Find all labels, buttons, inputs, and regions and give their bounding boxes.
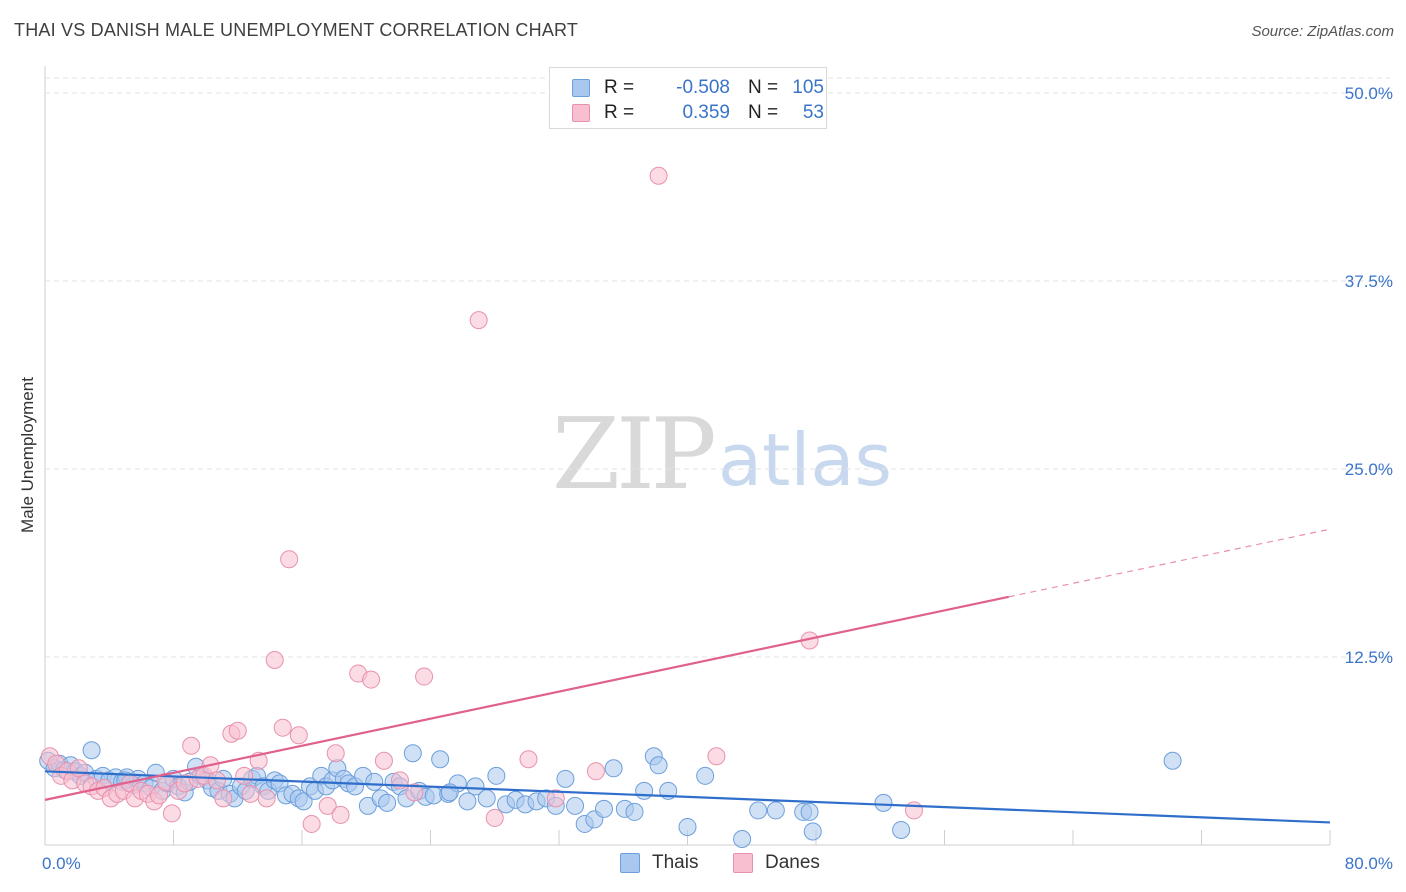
point-danes: [265, 651, 284, 670]
point-danes: [214, 789, 233, 808]
legend-r-value: 0.359: [682, 102, 730, 123]
point-thais: [594, 799, 613, 818]
source-label: Source: ZipAtlas.com: [1251, 23, 1394, 40]
point-thais: [365, 772, 384, 791]
legend-swatch-danes: [572, 104, 590, 122]
point-thais: [487, 766, 506, 785]
y-tick-label: 25.0%: [1345, 460, 1393, 479]
point-thais: [566, 796, 585, 815]
trendline-danes: [44, 595, 1009, 801]
point-thais: [625, 802, 644, 821]
point-thais: [696, 766, 715, 785]
point-danes: [485, 808, 504, 827]
point-thais: [1163, 751, 1182, 770]
point-thais: [803, 822, 822, 841]
x-tick-label-max: 80.0%: [1345, 854, 1393, 873]
point-thais: [800, 802, 819, 821]
y-tick-label: 50.0%: [1345, 84, 1393, 103]
point-thais: [892, 820, 911, 839]
x-tick-label-min: 0.0%: [42, 854, 81, 873]
point-thais: [733, 829, 752, 848]
legend-swatch-thais: [572, 79, 590, 97]
point-danes: [326, 744, 345, 763]
point-thais: [678, 817, 697, 836]
point-danes: [228, 721, 247, 740]
y-tick-label: 37.5%: [1345, 272, 1393, 291]
series-label-danes: Danes: [765, 852, 820, 873]
watermark-zip: ZIP: [552, 398, 717, 512]
point-danes: [374, 751, 393, 770]
legend-r-label: R =: [604, 102, 635, 123]
point-danes: [649, 166, 668, 185]
point-thais: [431, 750, 450, 769]
y-axis-title: Male Unemployment: [18, 377, 37, 533]
point-thais: [635, 781, 654, 800]
legend-row-danes: R = 0.359 N = 53: [572, 101, 824, 125]
point-thais: [604, 759, 623, 778]
chart-title: THAI VS DANISH MALE UNEMPLOYMENT CORRELA…: [14, 20, 579, 40]
point-danes: [207, 771, 226, 790]
legend-n-value: 53: [802, 102, 824, 123]
point-danes: [318, 796, 337, 815]
point-danes: [469, 311, 488, 330]
point-danes: [362, 670, 381, 689]
legend-r-value: -0.508: [676, 77, 730, 98]
point-thais: [766, 801, 785, 820]
series-swatch-thais: [620, 853, 640, 873]
point-danes: [586, 762, 605, 781]
point-danes: [546, 789, 565, 808]
point-danes: [235, 766, 254, 785]
point-thais: [378, 793, 397, 812]
point-thais: [749, 801, 768, 820]
y-tick-label: 12.5%: [1345, 648, 1393, 667]
series-legend-thais[interactable]: Thais: [620, 852, 698, 874]
point-danes: [69, 759, 88, 778]
point-danes: [707, 747, 726, 766]
series-label-thais: Thais: [652, 852, 699, 873]
point-danes: [289, 726, 308, 745]
watermark-atlas: atlas: [718, 418, 892, 502]
point-danes: [280, 550, 299, 569]
legend-row-thais: R = -0.508 N = 105: [572, 76, 824, 100]
point-danes: [904, 801, 923, 820]
point-thais: [556, 769, 575, 788]
point-thais: [458, 792, 477, 811]
point-thais: [466, 777, 485, 796]
legend-n-label: N =: [748, 77, 779, 98]
point-danes: [405, 783, 424, 802]
point-thais: [477, 789, 496, 808]
point-danes: [273, 718, 292, 737]
point-danes: [519, 750, 538, 769]
trendline-thais: [44, 770, 1331, 824]
legend-n-value: 105: [792, 77, 824, 98]
series-legend-danes[interactable]: Danes: [733, 852, 820, 874]
series-legend: Thais Danes: [0, 852, 1406, 878]
point-danes: [156, 772, 175, 791]
point-danes: [302, 814, 321, 833]
point-thais: [649, 756, 668, 775]
point-danes: [331, 805, 350, 824]
series-swatch-danes: [733, 853, 753, 873]
point-danes: [415, 667, 434, 686]
point-thais: [403, 744, 422, 763]
legend-n-label: N =: [748, 102, 779, 123]
point-danes: [257, 789, 276, 808]
point-danes: [241, 784, 260, 803]
point-thais: [874, 793, 893, 812]
point-thais: [82, 741, 101, 760]
legend-r-label: R =: [604, 77, 635, 98]
point-danes: [182, 736, 201, 755]
correlation-legend: R = -0.508 N = 105 R = 0.359 N = 53: [549, 67, 827, 129]
point-thais: [294, 792, 313, 811]
point-danes: [162, 804, 181, 823]
trendline-extension-danes: [1008, 528, 1331, 598]
